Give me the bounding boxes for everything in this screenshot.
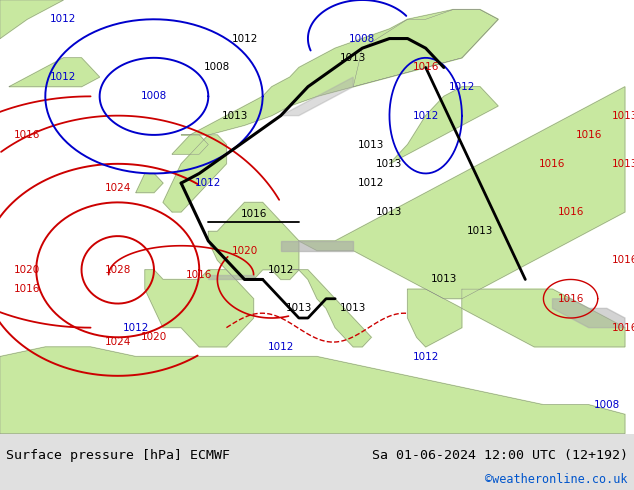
Text: ©weatheronline.co.uk: ©weatheronline.co.uk [485,473,628,487]
Text: 1016: 1016 [557,294,584,304]
Text: 1013: 1013 [430,274,457,285]
Polygon shape [290,270,372,347]
Text: 1016: 1016 [612,255,634,265]
Text: 1016: 1016 [413,62,439,73]
Polygon shape [209,202,299,279]
Text: 1013: 1013 [376,207,403,217]
Text: 1012: 1012 [413,351,439,362]
Text: 1008: 1008 [204,62,231,73]
Text: 1012: 1012 [413,111,439,121]
Polygon shape [181,10,498,135]
Text: Sa 01-06-2024 12:00 UTC (12+192): Sa 01-06-2024 12:00 UTC (12+192) [372,448,628,462]
Polygon shape [163,135,226,212]
Polygon shape [172,135,209,154]
Text: 1013: 1013 [612,111,634,121]
Polygon shape [9,58,100,87]
Text: 1020: 1020 [141,332,167,343]
Text: 1016: 1016 [240,209,267,219]
Polygon shape [462,289,625,347]
Text: 1016: 1016 [14,284,41,294]
Text: 1012: 1012 [231,33,258,44]
Text: 1013: 1013 [340,53,366,63]
Text: 1012: 1012 [50,72,77,82]
Polygon shape [281,77,353,116]
Text: 1012: 1012 [449,82,475,92]
Text: 1024: 1024 [105,183,131,193]
Text: 1008: 1008 [349,33,375,44]
Text: 1020: 1020 [231,245,257,256]
Text: 1016: 1016 [186,270,212,280]
Text: 1016: 1016 [612,322,634,333]
Text: 1013: 1013 [223,111,249,121]
Text: 1008: 1008 [141,91,167,101]
Text: 1013: 1013 [358,140,385,149]
Text: 1013: 1013 [612,159,634,169]
Text: 1013: 1013 [286,303,312,314]
Polygon shape [145,270,254,347]
Text: 1028: 1028 [105,265,131,275]
Text: 1016: 1016 [14,130,41,140]
Polygon shape [0,0,63,39]
Text: 1008: 1008 [593,400,620,410]
Polygon shape [408,289,462,347]
Text: 1016: 1016 [540,159,566,169]
Text: 1012: 1012 [122,322,149,333]
Text: 1012: 1012 [358,178,385,188]
Text: 1012: 1012 [268,265,294,275]
Text: 1013: 1013 [340,303,366,314]
Text: 1013: 1013 [376,159,403,169]
Text: 1024: 1024 [105,337,131,347]
Text: 1012: 1012 [268,342,294,352]
Text: 1012: 1012 [195,178,221,188]
Polygon shape [299,87,625,299]
Text: 1020: 1020 [14,265,41,275]
Polygon shape [209,274,254,279]
Polygon shape [552,299,625,328]
Text: 1016: 1016 [557,207,584,217]
Text: 1016: 1016 [576,130,602,140]
Text: Surface pressure [hPa] ECMWF: Surface pressure [hPa] ECMWF [6,448,230,462]
Polygon shape [281,241,353,250]
Polygon shape [353,10,498,87]
Text: 1012: 1012 [50,14,77,24]
Polygon shape [389,87,498,164]
Polygon shape [0,347,625,434]
Polygon shape [136,173,163,193]
Text: 1013: 1013 [467,226,493,236]
